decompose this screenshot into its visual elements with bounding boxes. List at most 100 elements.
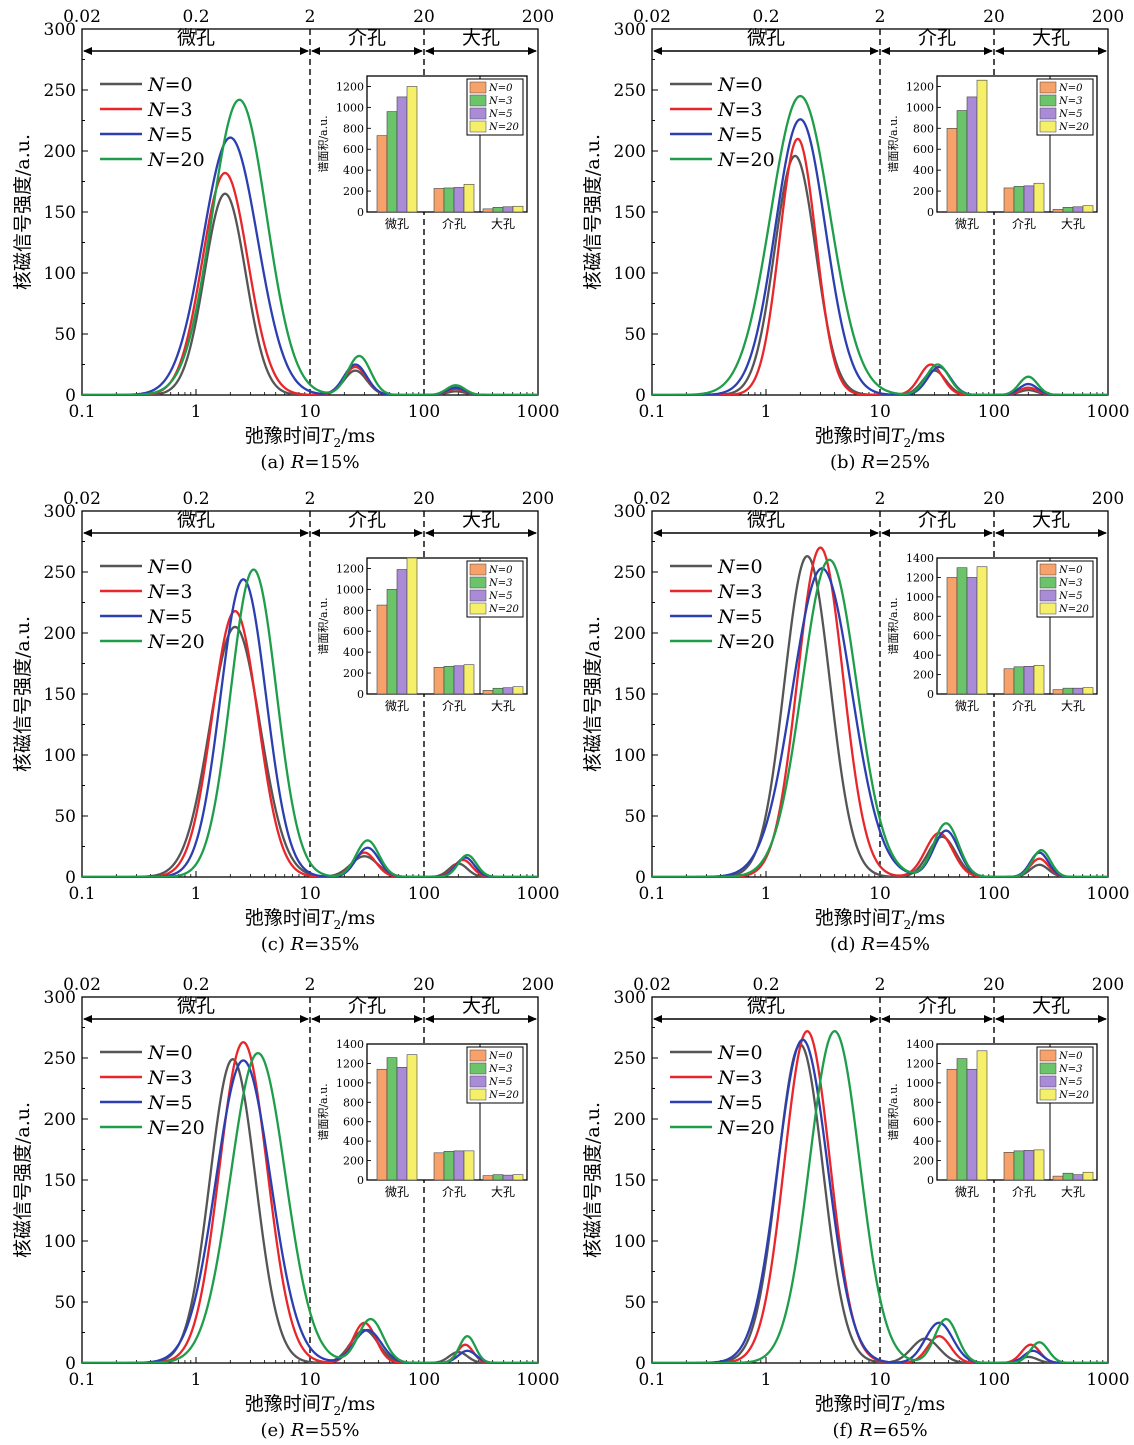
series-line [82,568,538,877]
x-axis-title-main: 弛豫时间 [245,1393,321,1415]
inset-bar [1003,668,1015,695]
inset-category-label: 介孔 [1012,217,1036,231]
inset-bar [1062,687,1074,695]
inset-legend-label: N=3 [488,1064,513,1075]
x-axis-title: 弛豫时间T2/ms [245,1393,376,1418]
x-tick-label: 1000 [516,402,559,422]
inset-y-tick-label: 1200 [906,80,934,93]
x-tick-label: 1000 [516,884,559,904]
inset-bar [453,665,465,695]
inset-bar [1013,1150,1025,1181]
legend-symbol: N [717,1067,736,1089]
inset-category-label: 介孔 [442,699,466,713]
inset-y-tick-label: 1400 [906,552,934,565]
inset-y-tick-label: 800 [913,1096,934,1109]
inset-y-tick-label: 1200 [906,571,934,584]
inset-legend-label: N=3 [1058,578,1083,589]
y-tick-label: 100 [44,264,76,284]
series-line [652,1043,1108,1363]
inset-legend-swatch [1039,563,1057,576]
legend-symbol: N [147,581,166,603]
inset-bar [1082,687,1094,695]
inset-bar [386,1057,398,1181]
inset-bar [376,1068,388,1181]
x-tick-label: 0.1 [638,884,665,904]
top-tick-label: 20 [983,7,1005,27]
y-tick-label: 200 [614,142,646,162]
x-tick-label: 0.1 [68,1370,95,1390]
region-label: 大孔 [1032,27,1070,49]
region-arrow-head [425,47,434,55]
y-tick-label: 250 [44,563,76,583]
x-tick-label: 100 [408,1370,440,1390]
x-tick-label: 1000 [1086,402,1129,422]
inset-legend-label: N=5 [488,591,513,602]
inset-bar [1023,1150,1035,1181]
x-tick-label: 1000 [1086,884,1129,904]
caption-prefix: (c) [261,934,291,955]
inset-bar [1072,206,1084,213]
inset-bar [1033,665,1045,695]
panel-caption: (e) R=55% [260,1420,359,1441]
inset-bar [1013,666,1025,695]
inset-chart: 0 200 400 600 800 1000 1200 谱面积/a.u. 微孔 介孔 大孔 N=0 N=… [886,75,1098,231]
inset-y-tick-label: 0 [357,688,364,701]
inset-bar [443,187,455,213]
x-tick-label: 10 [299,402,321,422]
legend-label: N=5 [717,1092,763,1114]
inset-y-tick-label: 1000 [906,1077,934,1090]
y-axis-title: 核磁信号强度/a.u. [12,1102,34,1258]
inset-legend-swatch [1039,107,1057,120]
x-axis-title-sub: 2 [903,1404,911,1418]
region-arrow-head [653,529,662,537]
legend-symbol: N [717,124,736,146]
curves [82,98,538,395]
legend-label: N=0 [717,556,763,578]
legend-symbol: N [717,99,736,121]
top-tick-label: 0.2 [752,7,779,27]
y-tick-label: 100 [614,1232,646,1252]
inset-y-tick-label: 0 [357,1174,364,1187]
inset-legend-swatch [469,602,487,615]
region-arrow-head [881,47,890,55]
inset-legend-label: N=5 [1058,109,1083,120]
inset-legend-label: N=0 [488,83,513,94]
region-arrow-head [995,47,1004,55]
legend-label: N=20 [147,1117,205,1139]
region-arrow-head [1098,47,1107,55]
legend-value: =0 [165,1042,193,1064]
legend-value: =20 [165,149,205,171]
top-tick-label: 200 [522,975,554,995]
inset-bar [1023,666,1035,695]
inset-legend-label: N=5 [1058,591,1083,602]
inset-bar [1033,182,1045,213]
inset-bar [966,1068,978,1181]
inset-y-tick-label: 0 [927,688,934,701]
legend-symbol: N [147,556,166,578]
inset-y-tick-label: 600 [343,1116,364,1129]
x-axis-title-unit: /ms [911,1393,945,1415]
inset-bar [406,557,418,695]
caption-prefix: (b) [830,452,861,473]
legend-symbol: N [147,149,166,171]
inset-category-label: 大孔 [1061,699,1085,713]
x-tick-label: 10 [869,1370,891,1390]
region-arrow-head [83,529,92,537]
inset-bar [1013,186,1025,213]
region-label: 大孔 [1032,995,1070,1017]
legend-value: =3 [165,581,193,603]
x-tick-label: 1 [191,1370,202,1390]
top-tick-label: 200 [1092,7,1124,27]
x-tick-label: 10 [299,884,321,904]
inset-bar [1052,689,1064,695]
top-tick-label: 200 [1092,975,1124,995]
legend-label: N=0 [147,74,193,96]
top-tick-label: 2 [875,489,886,509]
inset-category-label: 大孔 [1061,217,1085,231]
x-tick-label: 10 [869,884,891,904]
panel-caption: (f) R=65% [832,1420,927,1441]
y-tick-label: 300 [614,988,646,1008]
legend-value: =3 [735,99,763,121]
inset-bar [1033,1149,1045,1181]
legend-value: =5 [735,124,763,146]
